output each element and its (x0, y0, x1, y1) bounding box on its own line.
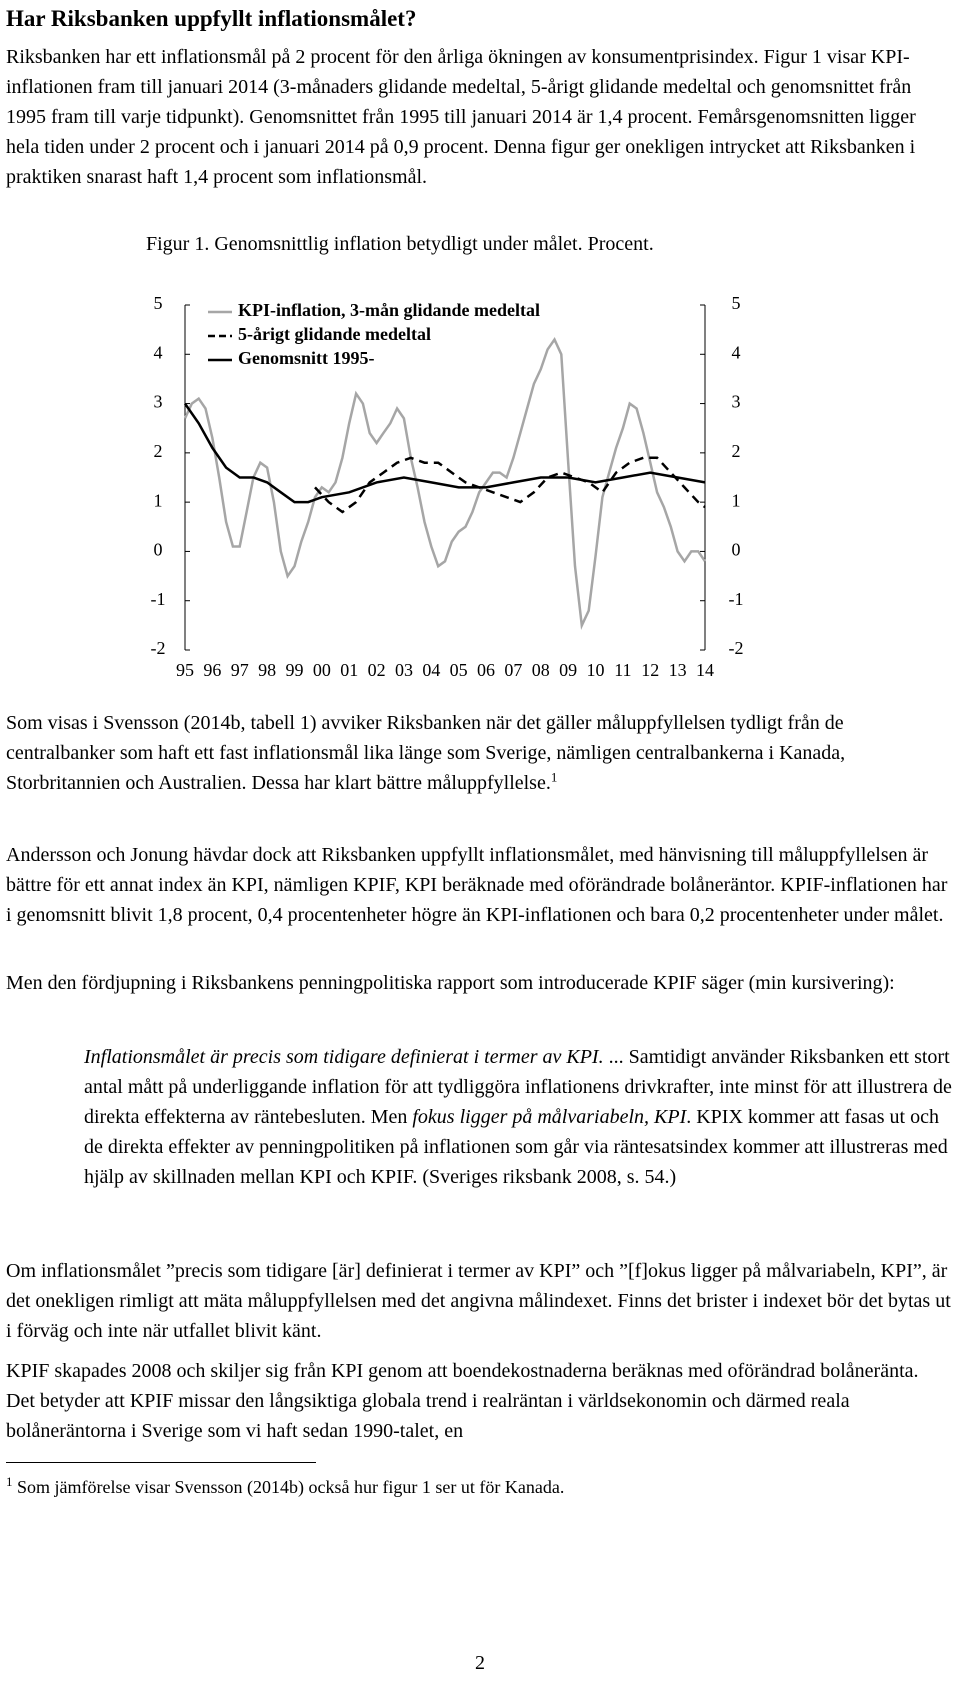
x-tick-label: 99 (285, 660, 303, 680)
x-tick-label: 10 (587, 660, 605, 680)
paragraph: Riksbanken har ett inflationsmål på 2 pr… (6, 46, 916, 188)
x-tick-label: 97 (231, 660, 249, 680)
paragraph-text: Som visas i Svensson (2014b, tabell 1) a… (6, 712, 846, 794)
y-tick-label: 2 (154, 441, 163, 461)
y2-tick-label: -1 (729, 589, 744, 609)
x-tick-label: 07 (504, 660, 522, 680)
y2-tick-label: 1 (732, 490, 741, 510)
series-line (183, 402, 706, 504)
page-number: 2 (475, 1652, 485, 1674)
paragraph: Om inflationsmålet ”precis som tidigare … (6, 1260, 951, 1342)
x-tick-label: 01 (340, 660, 358, 680)
quote-run: Inflationsmålet är precis som tidigare d… (84, 1046, 604, 1068)
x-tick-label: 06 (477, 660, 495, 680)
y2-tick-label: 5 (732, 293, 741, 313)
y2-tick-label: 3 (732, 392, 741, 412)
x-tick-label: 02 (368, 660, 386, 680)
x-tick-label: 11 (614, 660, 631, 680)
paragraph: KPIF skapades 2008 och skiljer sig från … (6, 1360, 919, 1442)
y-tick-label: 5 (154, 293, 163, 313)
footnote-text: Som jämförelse visar Svensson (2014b) oc… (17, 1477, 565, 1497)
x-tick-label: 96 (203, 660, 221, 680)
block-quote: Inflationsmålet är precis som tidigare d… (84, 1042, 952, 1192)
y-tick-label: -2 (151, 638, 166, 658)
footnote-marker: 1 (6, 1474, 13, 1489)
x-tick-label: 04 (422, 660, 440, 680)
y-tick-label: 0 (154, 540, 163, 560)
legend-label: 5-årigt glidande medeltal (238, 324, 431, 344)
y-tick-label: -1 (151, 589, 166, 609)
series-line (183, 336, 707, 630)
paragraph: Men den fördjupning i Riksbankens pennin… (6, 972, 895, 994)
y-tick-label: 4 (154, 342, 163, 362)
x-tick-label: 08 (532, 660, 550, 680)
figure-caption: Figur 1. Genomsnittlig inflation betydli… (146, 233, 654, 255)
x-tick-label: 12 (641, 660, 659, 680)
x-tick-label: 00 (313, 660, 331, 680)
y2-tick-label: -2 (729, 638, 744, 658)
x-tick-label: 05 (450, 660, 468, 680)
y2-tick-label: 0 (732, 540, 741, 560)
y2-tick-label: 2 (732, 441, 741, 461)
quote-run: fokus ligger på målvariabeln, KPI (412, 1106, 687, 1128)
x-tick-label: 98 (258, 660, 276, 680)
series-line (314, 456, 706, 514)
y-tick-label: 3 (154, 392, 163, 412)
legend-label: KPI-inflation, 3-mån glidande medeltal (238, 300, 540, 320)
x-tick-label: 09 (559, 660, 577, 680)
paragraph: Som visas i Svensson (2014b, tabell 1) a… (6, 708, 952, 798)
x-tick-label: 13 (669, 660, 687, 680)
x-tick-label: 03 (395, 660, 413, 680)
y2-tick-label: 4 (732, 342, 741, 362)
footnote-ref: 1 (550, 769, 558, 785)
footnote: 1 Som jämförelse visar Svensson (2014b) … (6, 1472, 952, 1502)
quote-run: ... Samtidigt använder Riksbanken ett st… (84, 1046, 952, 1128)
footnote-rule (6, 1462, 316, 1463)
quote-run: . KPIX kommer att fasas ut och de direkt… (84, 1106, 948, 1188)
page-title: Har Riksbanken uppfyllt inflationsmålet? (6, 6, 417, 31)
x-tick-label: 95 (176, 660, 194, 680)
y-tick-label: 1 (154, 490, 163, 510)
legend-label: Genomsnitt 1995- (238, 348, 375, 368)
x-tick-label: 14 (696, 660, 714, 680)
paragraph: Andersson och Jonung hävdar dock att Rik… (6, 844, 948, 926)
